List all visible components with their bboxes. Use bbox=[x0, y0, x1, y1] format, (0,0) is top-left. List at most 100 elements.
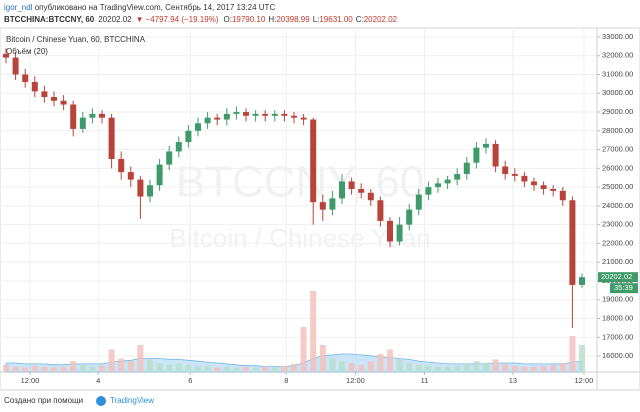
volume-bar bbox=[41, 366, 48, 372]
volume-bar bbox=[185, 364, 192, 372]
candle-body bbox=[204, 117, 211, 124]
volume-bar bbox=[396, 358, 403, 372]
candle-body bbox=[579, 277, 585, 285]
candle-body bbox=[108, 117, 115, 159]
volume-bar bbox=[51, 367, 57, 372]
volume-bar bbox=[166, 364, 173, 372]
volume-bar bbox=[70, 361, 77, 372]
ohlc-label: C: bbox=[356, 15, 364, 24]
volume-layer bbox=[3, 291, 585, 373]
y-tick-label: 29000.00 bbox=[602, 107, 633, 116]
candle-body bbox=[60, 100, 67, 105]
volume-bar bbox=[367, 361, 374, 372]
ohlc-value: 20202.02 bbox=[364, 15, 398, 24]
candle-body bbox=[473, 147, 480, 163]
volume-bar bbox=[502, 363, 509, 372]
watermark: BTCCNY, 60 bbox=[176, 158, 425, 207]
volume-bar bbox=[79, 364, 86, 372]
volume-bar bbox=[204, 365, 211, 372]
volume-bar bbox=[147, 359, 153, 372]
y-tick-label: 30000.00 bbox=[602, 88, 633, 97]
candle-body bbox=[22, 74, 29, 82]
volume-bar bbox=[214, 367, 221, 372]
candle-body bbox=[521, 175, 528, 182]
y-tick-label: 22000.00 bbox=[602, 238, 633, 247]
candle-body bbox=[358, 188, 365, 193]
candle-body bbox=[329, 198, 336, 210]
y-tick-label: 19000.00 bbox=[602, 295, 633, 304]
last-price: 20202.02 bbox=[98, 15, 132, 24]
candle-body bbox=[396, 224, 403, 242]
volume-bar bbox=[531, 366, 537, 372]
candle-body bbox=[99, 113, 105, 118]
countdown: 35:39 bbox=[614, 283, 633, 292]
change: −4797.94 (−19.19%) bbox=[146, 15, 219, 24]
candle-body bbox=[310, 119, 317, 203]
volume-bar bbox=[406, 363, 413, 372]
candle-body bbox=[195, 123, 201, 131]
candle-body bbox=[415, 194, 422, 210]
footer-brand[interactable]: TradingView bbox=[110, 396, 154, 405]
volume-bar bbox=[329, 358, 336, 372]
volume-bar bbox=[319, 345, 326, 372]
candle-body bbox=[425, 187, 432, 195]
candle-body bbox=[156, 164, 163, 186]
candle-body bbox=[492, 143, 499, 167]
x-tick-label: 4 bbox=[96, 376, 100, 385]
candle-body bbox=[319, 202, 326, 210]
x-tick-label: 11 bbox=[421, 376, 429, 385]
volume-bar bbox=[454, 365, 461, 372]
candle-body bbox=[367, 192, 374, 201]
candle-body bbox=[387, 220, 393, 242]
candle-body bbox=[89, 113, 96, 118]
volume-bar bbox=[473, 361, 480, 372]
legend-title: Bitcoin / Chinese Yuan, 60, BTCCHINA bbox=[6, 35, 146, 44]
ohlc-value: 19790.10 bbox=[232, 15, 266, 24]
volume-bar bbox=[281, 365, 288, 372]
volume-bar bbox=[358, 364, 365, 372]
volume-bar bbox=[108, 349, 115, 372]
volume-bar bbox=[22, 367, 29, 372]
candle-body bbox=[147, 185, 153, 197]
y-tick-label: 26000.00 bbox=[602, 163, 633, 172]
volume-bar bbox=[291, 363, 297, 372]
volume-bar bbox=[483, 363, 489, 372]
y-tick-label: 16000.00 bbox=[602, 351, 633, 360]
volume-bar bbox=[223, 366, 230, 372]
candle-body bbox=[51, 97, 57, 101]
volume-bar bbox=[12, 366, 19, 372]
y-tick-label: 17000.00 bbox=[602, 332, 633, 341]
y-tick-label: 27000.00 bbox=[602, 145, 633, 154]
ohlc-value: 19631.00 bbox=[319, 15, 353, 24]
axes: 16000.0017000.0018000.0019000.0020000.00… bbox=[21, 32, 634, 385]
volume-bar bbox=[521, 366, 528, 372]
volume-bar bbox=[377, 354, 384, 372]
symbol-line: BTCCHINA:BTCCNY, 60 20202.02 ▼ −4797.94 (−1… bbox=[4, 15, 398, 24]
volume-bar bbox=[492, 359, 499, 372]
y-tick-label: 33000.00 bbox=[602, 32, 633, 41]
candle-body bbox=[233, 112, 240, 114]
x-tick-label: 12:00 bbox=[21, 376, 40, 385]
volume-bar bbox=[3, 364, 9, 372]
volume-bar bbox=[511, 365, 518, 372]
candle-body bbox=[118, 158, 125, 173]
candle-body bbox=[166, 151, 173, 165]
volume-bar bbox=[425, 365, 432, 372]
volume-bar bbox=[387, 349, 393, 372]
candle-body bbox=[31, 81, 38, 92]
ohlc-label: H: bbox=[268, 15, 276, 24]
candle-body bbox=[185, 130, 192, 143]
volume-bar bbox=[89, 366, 96, 372]
candle-body bbox=[550, 188, 557, 191]
volume-bar bbox=[540, 365, 547, 372]
volume-bar bbox=[569, 336, 576, 372]
y-tick-label: 28000.00 bbox=[602, 126, 633, 135]
candle-body bbox=[502, 166, 509, 174]
volume-bar bbox=[118, 358, 125, 372]
y-tick-label: 21000.00 bbox=[602, 257, 633, 266]
y-tick-label: 23000.00 bbox=[602, 220, 633, 229]
author-link[interactable]: igor_ndl bbox=[4, 3, 33, 12]
brand-logo bbox=[96, 396, 106, 406]
candle-body bbox=[406, 209, 413, 225]
candle-body bbox=[12, 57, 19, 75]
